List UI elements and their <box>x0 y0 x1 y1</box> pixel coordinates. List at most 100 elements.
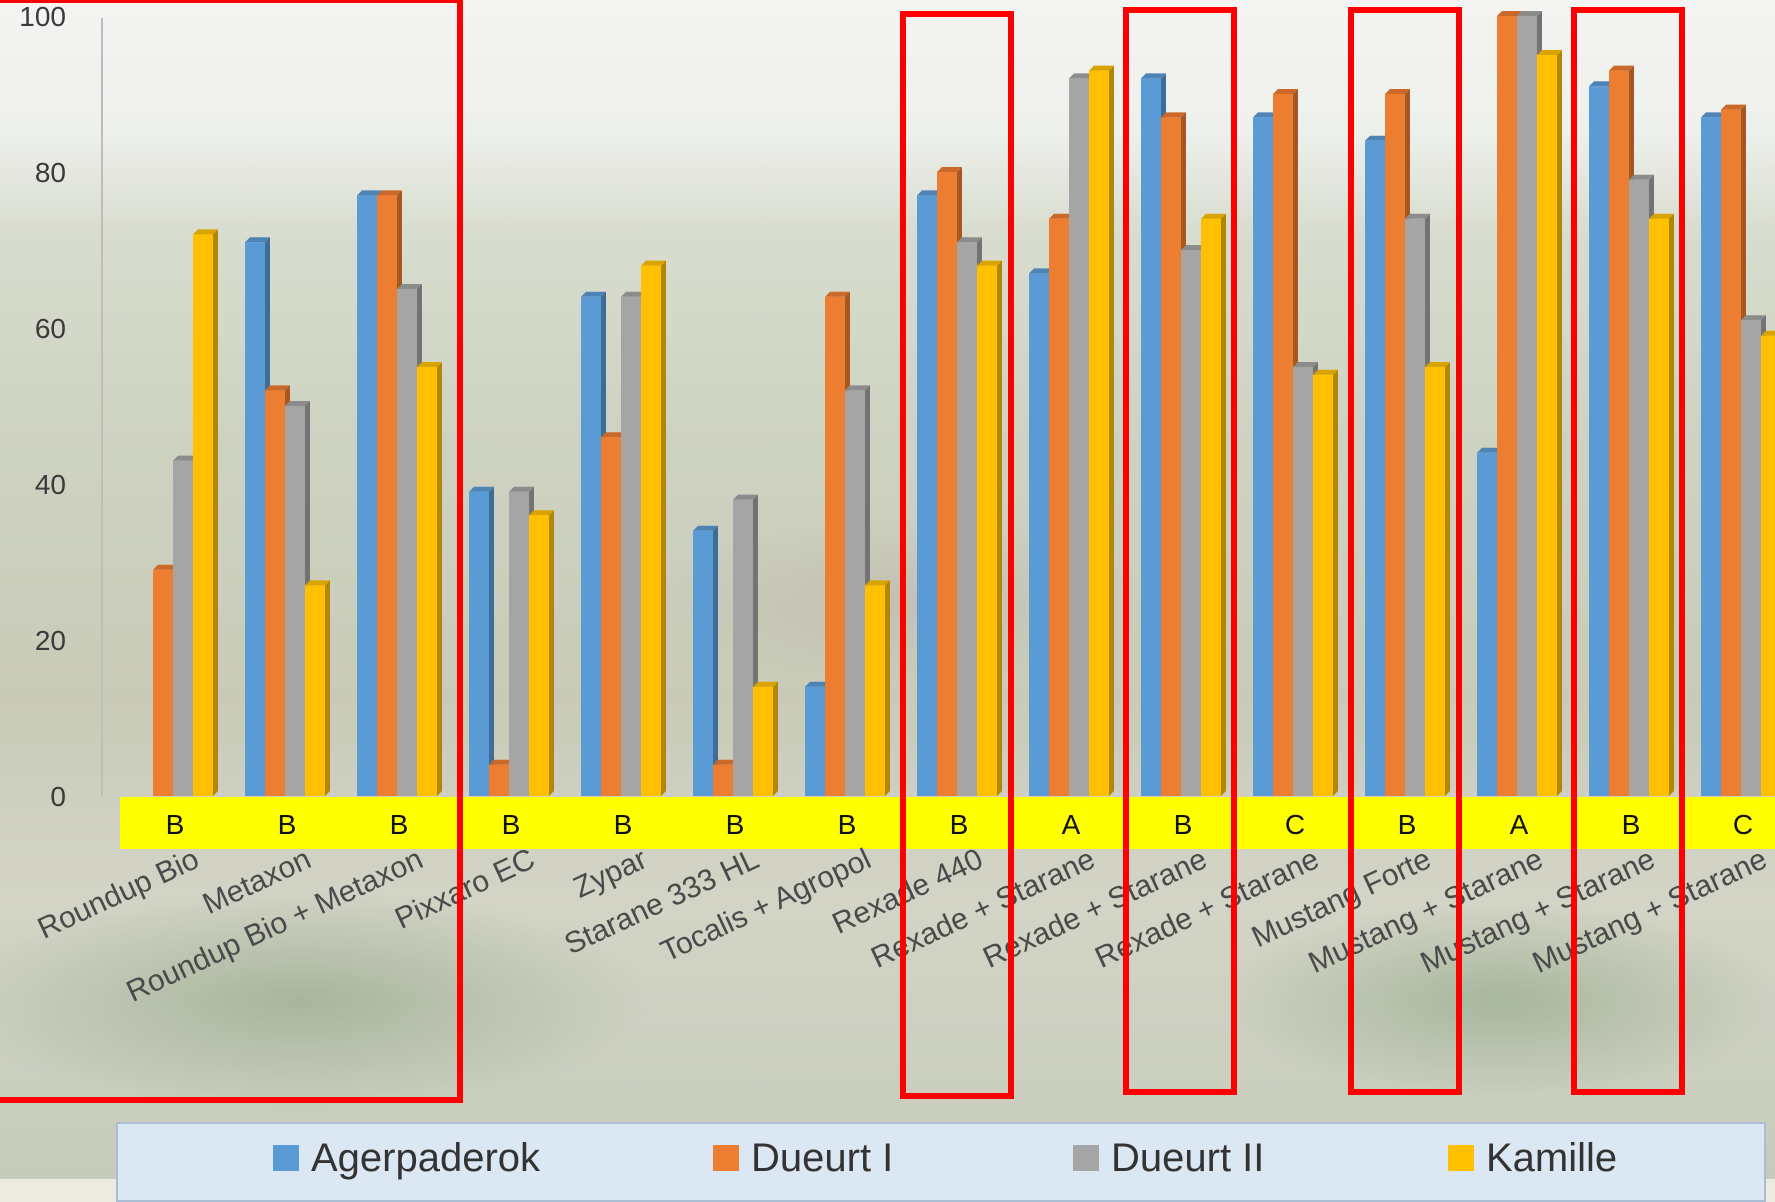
bar <box>245 242 265 796</box>
bar-top <box>1629 174 1654 180</box>
bar <box>193 234 213 796</box>
bar-side <box>885 580 890 796</box>
bar-top <box>357 190 382 196</box>
bar-top <box>265 385 290 391</box>
bar-top <box>1049 213 1074 219</box>
bar <box>1201 218 1221 797</box>
bar-series <box>153 11 1775 797</box>
bar-top <box>937 167 962 172</box>
y-tick-label: 40 <box>35 469 66 500</box>
bar <box>305 585 325 796</box>
bar-top <box>1029 268 1054 274</box>
legend-swatch-dueurt-i <box>713 1145 739 1171</box>
bar-top <box>1181 245 1206 250</box>
bar <box>1517 16 1537 796</box>
bar-top <box>305 580 330 586</box>
bar-top <box>825 291 850 297</box>
bar-top <box>1365 135 1390 141</box>
highlight-box <box>0 0 463 1103</box>
legend-label-dueurt-i: Dueurt I <box>751 1136 894 1180</box>
bar-top <box>1537 50 1562 55</box>
bar <box>1253 117 1273 796</box>
grade-label: A <box>1062 809 1081 840</box>
bar <box>1701 117 1721 796</box>
bar-side <box>1557 50 1562 796</box>
y-tick-label: 0 <box>50 781 66 812</box>
bar <box>1761 335 1775 796</box>
bar-side <box>1109 65 1114 797</box>
bar <box>621 296 641 796</box>
bar <box>1141 78 1161 796</box>
bar-top <box>1609 65 1634 71</box>
bar-top <box>845 385 870 391</box>
bar <box>1365 140 1385 797</box>
grade-label: B <box>950 809 969 840</box>
bar-top <box>1649 213 1674 219</box>
bar <box>1629 179 1649 797</box>
bar <box>1313 374 1333 796</box>
bar <box>1425 367 1445 796</box>
bar-top <box>1293 362 1318 367</box>
bar <box>1385 94 1405 796</box>
bar-top <box>1273 89 1298 94</box>
bar-top <box>1069 73 1094 79</box>
bar <box>977 265 997 797</box>
bar <box>713 764 733 796</box>
grade-label: C <box>1733 809 1753 840</box>
bar-top <box>1721 104 1746 110</box>
bar-side <box>489 486 494 796</box>
bar <box>805 686 825 796</box>
bar-top <box>1141 73 1166 79</box>
bar-side <box>713 525 718 796</box>
grade-label: B <box>502 809 521 840</box>
legend-label-dueurt-ii: Dueurt II <box>1111 1136 1265 1180</box>
bar-side <box>1669 213 1674 797</box>
bar-top <box>417 362 442 367</box>
bar-top <box>377 190 402 196</box>
bar-top <box>1385 89 1410 94</box>
bar <box>1497 16 1517 796</box>
y-tick-label: 80 <box>35 157 66 188</box>
bar-top <box>957 237 982 243</box>
bar-top <box>865 580 890 586</box>
highlight-box <box>1348 7 1462 1095</box>
bar-top <box>193 229 218 235</box>
bar-side <box>773 681 778 796</box>
bar <box>397 289 417 796</box>
bar <box>845 390 865 796</box>
bar-top <box>509 486 534 492</box>
bar-top <box>397 284 422 289</box>
bar <box>1721 109 1741 797</box>
bar <box>1649 218 1669 797</box>
bar-top <box>1761 330 1775 336</box>
bar-top <box>245 237 270 243</box>
x-tick-label: Roundup Bio <box>33 842 204 945</box>
bar <box>357 195 377 796</box>
bar <box>1609 70 1629 797</box>
bar-top <box>1477 447 1502 453</box>
bar-top <box>917 190 942 196</box>
grade-label: B <box>278 809 297 840</box>
bar <box>641 265 661 797</box>
bar <box>937 172 957 796</box>
bar-top <box>1201 213 1226 219</box>
bar <box>1589 86 1609 796</box>
bar-side <box>437 362 442 796</box>
bar-top <box>733 494 758 500</box>
bar <box>489 764 509 796</box>
grade-label: C <box>1285 809 1305 840</box>
bar <box>1477 452 1497 796</box>
grade-label: B <box>838 809 857 840</box>
bar-top <box>1161 112 1186 118</box>
bar <box>1069 78 1089 796</box>
grade-band-strip <box>120 797 1775 849</box>
bar-top <box>693 525 718 531</box>
bar <box>825 296 845 796</box>
bar-side <box>661 260 666 797</box>
bar-top <box>753 681 778 687</box>
legend-item-kamille: Kamille <box>1448 1138 1617 1178</box>
bar-top <box>601 432 626 438</box>
bar-top <box>977 260 1002 266</box>
grade-label: B <box>1174 809 1193 840</box>
bar <box>601 437 621 796</box>
